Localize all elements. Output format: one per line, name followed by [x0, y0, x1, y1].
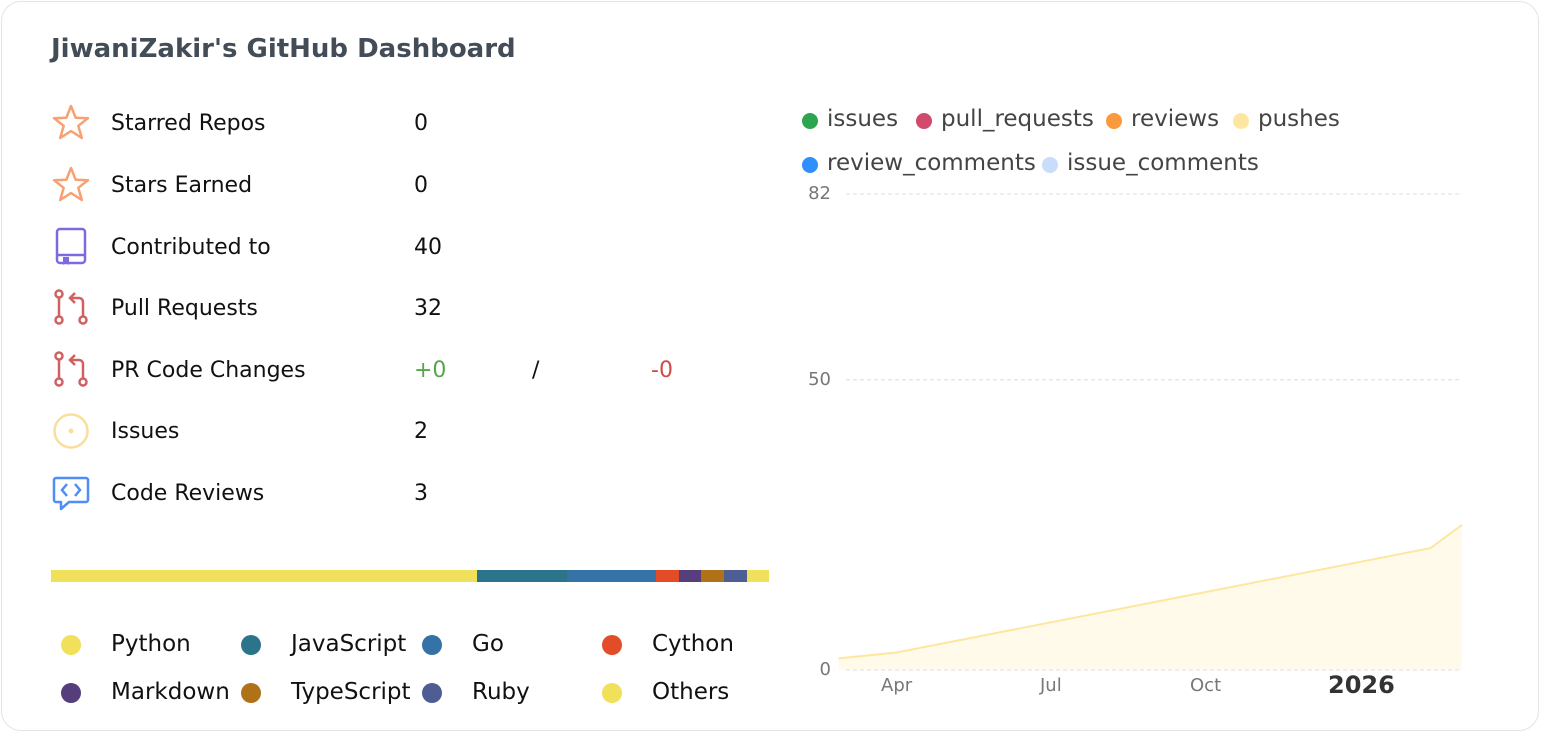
legend-label: review_comments — [827, 150, 1036, 176]
language-name: JavaScript — [291, 631, 407, 657]
legend-dot — [1106, 113, 1122, 129]
legend-dot — [802, 113, 818, 129]
code-review-icon — [52, 476, 90, 511]
stat-row-issues: Issues 2 — [51, 411, 771, 451]
x-tick-label: 2026 — [1328, 671, 1395, 699]
star-icon — [52, 104, 90, 140]
y-tick-label: 0 — [819, 659, 831, 680]
deletions-value: -0 — [651, 358, 673, 383]
stat-row-stars-earned: Stars Earned 0 — [51, 165, 771, 205]
legend-label: issues — [827, 106, 899, 132]
x-tick-label: Jul — [1040, 675, 1062, 696]
x-tick-label: Apr — [881, 675, 913, 696]
legend-dot — [802, 157, 818, 173]
pull-request-icon — [54, 351, 88, 387]
stat-value: 2 — [414, 419, 428, 444]
language-name: Go — [472, 631, 504, 657]
legend-dot — [1233, 113, 1249, 129]
language-dot — [602, 635, 622, 655]
stat-value: 32 — [414, 296, 442, 321]
language-bar-segment — [724, 570, 747, 582]
star-icon — [52, 166, 90, 202]
stat-row-starred-repos: Starred Repos 0 — [51, 103, 771, 143]
series-area-pushes — [838, 524, 1462, 670]
language-bar — [51, 570, 769, 582]
stat-label: Starred Repos — [111, 111, 266, 136]
language-name: Markdown — [111, 679, 230, 705]
language-name: Python — [111, 631, 191, 657]
language-item-cython: Cython — [592, 631, 772, 659]
issue-icon — [53, 413, 89, 449]
repo-icon — [55, 227, 87, 265]
language-item-ruby: Ruby — [412, 679, 592, 707]
stat-label: Code Reviews — [111, 481, 265, 506]
chart-grid — [846, 193, 1462, 671]
language-dot — [241, 635, 261, 655]
legend-label: pushes — [1258, 106, 1340, 132]
language-bar-segment — [51, 570, 477, 582]
y-tick-label: 50 — [808, 369, 831, 390]
legend-label: reviews — [1131, 106, 1220, 132]
language-item-go: Go — [412, 631, 592, 659]
language-item-python: Python — [51, 631, 231, 659]
stat-value: 3 — [414, 481, 428, 506]
stat-label: Pull Requests — [111, 296, 258, 321]
stat-label: Issues — [111, 419, 180, 444]
stat-label: PR Code Changes — [111, 358, 306, 383]
separator: / — [532, 358, 540, 383]
language-bar-segment — [746, 570, 769, 582]
legend-label: issue_comments — [1067, 150, 1259, 176]
dashboard-title: JiwaniZakir's GitHub Dashboard — [51, 34, 516, 64]
language-name: Ruby — [472, 679, 530, 705]
language-bar-segment — [567, 570, 657, 582]
stat-row-pull-requests: Pull Requests 32 — [51, 288, 771, 328]
legend-dot — [1042, 157, 1058, 173]
additions-value: +0 — [414, 358, 447, 383]
stat-label: Contributed to — [111, 235, 271, 260]
series-line-pushes — [838, 524, 1463, 660]
language-name: Others — [652, 679, 730, 705]
stat-value: 0 — [414, 111, 428, 136]
language-name: Cython — [652, 631, 734, 657]
language-name: TypeScript — [291, 679, 411, 705]
language-dot — [422, 683, 442, 703]
legend-dot — [916, 113, 932, 129]
language-bar-segment — [656, 570, 680, 582]
language-item-typescript: TypeScript — [231, 679, 411, 707]
language-dot — [61, 635, 81, 655]
language-bar-segment — [476, 570, 568, 582]
legend-label: pull_requests — [941, 106, 1094, 132]
language-item-others: Others — [592, 679, 772, 707]
language-item-markdown: Markdown — [51, 679, 231, 707]
x-tick-label: Oct — [1190, 675, 1222, 696]
stat-label: Stars Earned — [111, 173, 253, 198]
language-dot — [241, 683, 261, 703]
language-bar-segment — [679, 570, 701, 582]
y-tick-label: 82 — [808, 183, 831, 204]
stat-value: 0 — [414, 173, 428, 198]
language-dot — [61, 683, 81, 703]
stat-row-code-reviews: Code Reviews 3 — [51, 473, 771, 513]
chart-series — [838, 524, 1463, 670]
language-bar-segment — [700, 570, 725, 582]
language-dot — [602, 683, 622, 703]
language-item-javascript: JavaScript — [231, 631, 411, 659]
stat-row-pr-code-changes: PR Code Changes +0 / -0 — [51, 350, 771, 390]
pull-request-icon — [54, 289, 88, 325]
language-dot — [422, 635, 442, 655]
stat-value: 40 — [414, 235, 442, 260]
stat-row-contributed: Contributed to 40 — [51, 227, 771, 267]
